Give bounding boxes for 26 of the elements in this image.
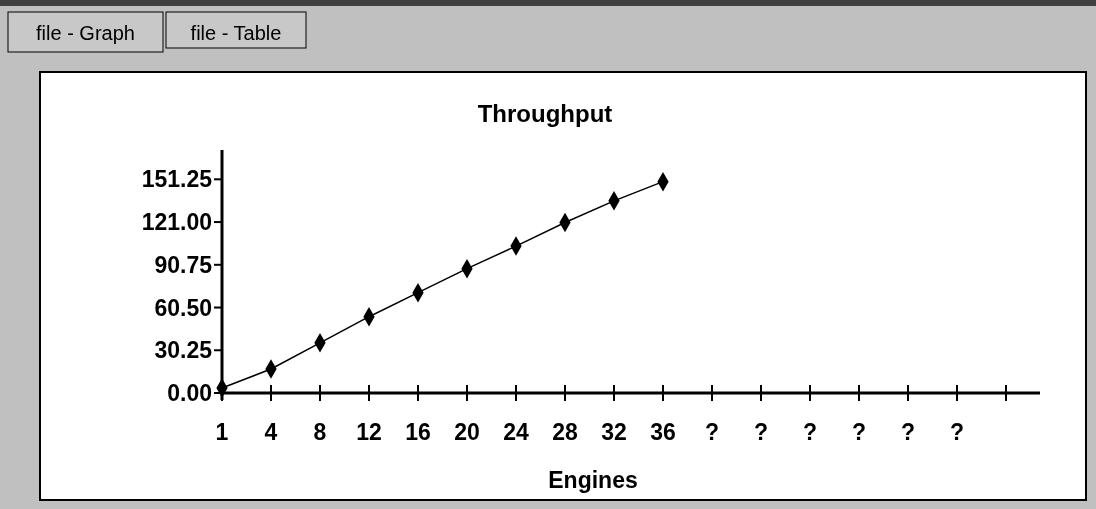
y-tick-label: 30.25 bbox=[154, 337, 213, 364]
x-tick-label: ? bbox=[900, 419, 916, 445]
y-tick-label: 0.00 bbox=[167, 380, 212, 407]
y-tick-label: 60.50 bbox=[154, 294, 212, 321]
x-tick-label: 1 bbox=[215, 419, 229, 445]
x-tick-label: 28 bbox=[552, 419, 578, 445]
y-tick-label: 151.25 bbox=[141, 166, 213, 193]
x-tick-label: 8 bbox=[313, 419, 327, 445]
x-tick-label: ? bbox=[802, 419, 818, 445]
x-tick-label: 36 bbox=[650, 419, 676, 445]
text: file - Graph bbox=[36, 22, 135, 44]
x-tick-label: ? bbox=[949, 419, 965, 445]
y-tick-label: 90.75 bbox=[154, 251, 213, 278]
x-tick-label: 32 bbox=[601, 419, 627, 445]
y-tick-label: 121.00 bbox=[141, 209, 212, 236]
x-tick-label: ? bbox=[851, 419, 867, 445]
x-tick-label: 12 bbox=[356, 419, 382, 445]
x-axis-title: Engines bbox=[548, 467, 638, 493]
x-tick-label: 24 bbox=[503, 419, 529, 445]
x-tick-label: 20 bbox=[454, 419, 480, 445]
x-tick-label: 4 bbox=[264, 419, 278, 445]
text: file - Table bbox=[190, 22, 282, 44]
x-tick-label: ? bbox=[704, 419, 720, 445]
x-tick-label: ? bbox=[753, 419, 769, 445]
chart-title: Throughput bbox=[477, 100, 613, 127]
x-tick-label: 16 bbox=[405, 419, 431, 445]
